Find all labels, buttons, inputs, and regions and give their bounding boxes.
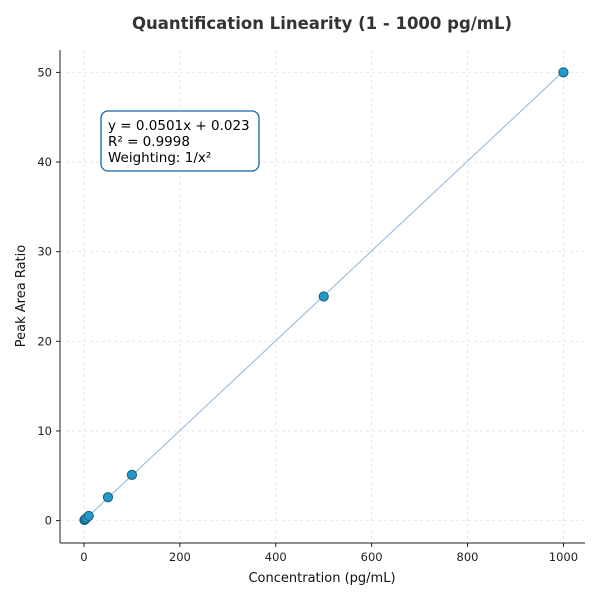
r-squared-text: R² = 0.9998 (108, 134, 190, 150)
fit-equation-box-frame (100, 110, 260, 172)
y-tick-label: 10 (37, 424, 52, 438)
y-tick-label: 40 (37, 155, 52, 169)
y-axis-label: Peak Area Ratio (14, 245, 29, 347)
x-axis-label: Concentration (pg/mL) (248, 571, 395, 586)
grid (60, 50, 585, 543)
x-tick-label: 0 (80, 550, 87, 564)
fit-equation-box: y = 0.0501x + 0.023 R² = 0.9998 Weightin… (100, 110, 260, 172)
y-tick-label: 0 (45, 514, 52, 528)
x-tick-label: 200 (169, 550, 191, 564)
data-point (126, 469, 138, 480)
data-point (83, 510, 94, 522)
tick-labels: 0 200 400 600 800 1000 0 10 20 30 40 50 (37, 65, 578, 564)
data-points (79, 67, 569, 526)
x-tick-label: 1000 (549, 550, 578, 564)
y-tick-label: 20 (37, 334, 52, 348)
data-point (102, 492, 114, 503)
y-tick-label: 30 (37, 245, 52, 259)
chart-title: Quantification Linearity (1 - 1000 pg/mL… (132, 14, 512, 33)
x-tick-label: 600 (361, 550, 383, 564)
axes (56, 50, 585, 547)
y-tick-label: 50 (37, 65, 52, 79)
data-point (318, 291, 329, 302)
data-point (558, 67, 569, 78)
weighting-text: Weighting: 1/x² (108, 150, 211, 166)
x-tick-label: 800 (457, 550, 479, 564)
x-tick-label: 400 (265, 550, 287, 564)
fit-equation-text: y = 0.0501x + 0.023 (108, 118, 250, 134)
